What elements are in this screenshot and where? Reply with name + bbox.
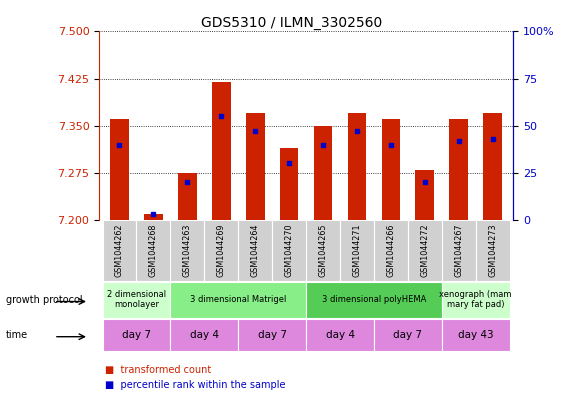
Bar: [347, 113, 366, 220]
FancyBboxPatch shape: [340, 220, 374, 281]
FancyBboxPatch shape: [136, 220, 170, 281]
Text: xenograph (mam
mary fat pad): xenograph (mam mary fat pad): [440, 290, 512, 309]
FancyBboxPatch shape: [238, 319, 306, 351]
Text: GSM1044265: GSM1044265: [318, 223, 328, 277]
Text: GDS5310 / ILMN_3302560: GDS5310 / ILMN_3302560: [201, 16, 382, 30]
Bar: [110, 119, 129, 220]
FancyBboxPatch shape: [442, 282, 510, 318]
FancyBboxPatch shape: [103, 282, 170, 318]
FancyBboxPatch shape: [272, 220, 306, 281]
Text: day 7: day 7: [258, 330, 287, 340]
FancyBboxPatch shape: [238, 220, 272, 281]
Text: 2 dimensional
monolayer: 2 dimensional monolayer: [107, 290, 166, 309]
Bar: [483, 113, 502, 220]
Text: day 4: day 4: [325, 330, 354, 340]
Text: day 4: day 4: [190, 330, 219, 340]
FancyBboxPatch shape: [306, 319, 374, 351]
Text: GSM1044268: GSM1044268: [149, 223, 158, 277]
FancyBboxPatch shape: [442, 319, 510, 351]
Bar: [314, 126, 332, 220]
FancyBboxPatch shape: [374, 319, 442, 351]
Text: GSM1044272: GSM1044272: [420, 223, 429, 277]
Text: GSM1044269: GSM1044269: [217, 223, 226, 277]
Text: 3 dimensional polyHEMA: 3 dimensional polyHEMA: [322, 295, 426, 304]
Text: 3 dimensional Matrigel: 3 dimensional Matrigel: [190, 295, 286, 304]
FancyBboxPatch shape: [204, 220, 238, 281]
FancyBboxPatch shape: [306, 220, 340, 281]
Bar: [144, 214, 163, 220]
Text: GSM1044267: GSM1044267: [454, 223, 463, 277]
FancyBboxPatch shape: [442, 220, 476, 281]
Bar: [381, 119, 400, 220]
Text: growth protocol: growth protocol: [6, 295, 82, 305]
Text: GSM1044271: GSM1044271: [353, 223, 361, 277]
FancyBboxPatch shape: [170, 282, 306, 318]
FancyBboxPatch shape: [103, 319, 170, 351]
FancyBboxPatch shape: [374, 220, 408, 281]
Bar: [212, 82, 231, 220]
Text: time: time: [6, 330, 28, 340]
Text: GSM1044270: GSM1044270: [285, 223, 294, 277]
FancyBboxPatch shape: [306, 282, 442, 318]
Bar: [449, 119, 468, 220]
Text: day 7: day 7: [394, 330, 422, 340]
FancyBboxPatch shape: [170, 319, 238, 351]
Text: ■  percentile rank within the sample: ■ percentile rank within the sample: [105, 380, 286, 390]
Text: ■  transformed count: ■ transformed count: [105, 365, 211, 375]
FancyBboxPatch shape: [103, 220, 136, 281]
Text: GSM1044264: GSM1044264: [251, 223, 259, 277]
Text: day 7: day 7: [122, 330, 151, 340]
Text: GSM1044273: GSM1044273: [488, 223, 497, 277]
FancyBboxPatch shape: [170, 220, 204, 281]
Bar: [416, 170, 434, 220]
Bar: [280, 148, 298, 220]
Bar: [178, 173, 196, 220]
Text: GSM1044266: GSM1044266: [387, 223, 395, 277]
FancyBboxPatch shape: [476, 220, 510, 281]
Bar: [246, 113, 265, 220]
Text: GSM1044262: GSM1044262: [115, 223, 124, 277]
Text: day 43: day 43: [458, 330, 494, 340]
FancyBboxPatch shape: [408, 220, 442, 281]
Text: GSM1044263: GSM1044263: [183, 223, 192, 277]
